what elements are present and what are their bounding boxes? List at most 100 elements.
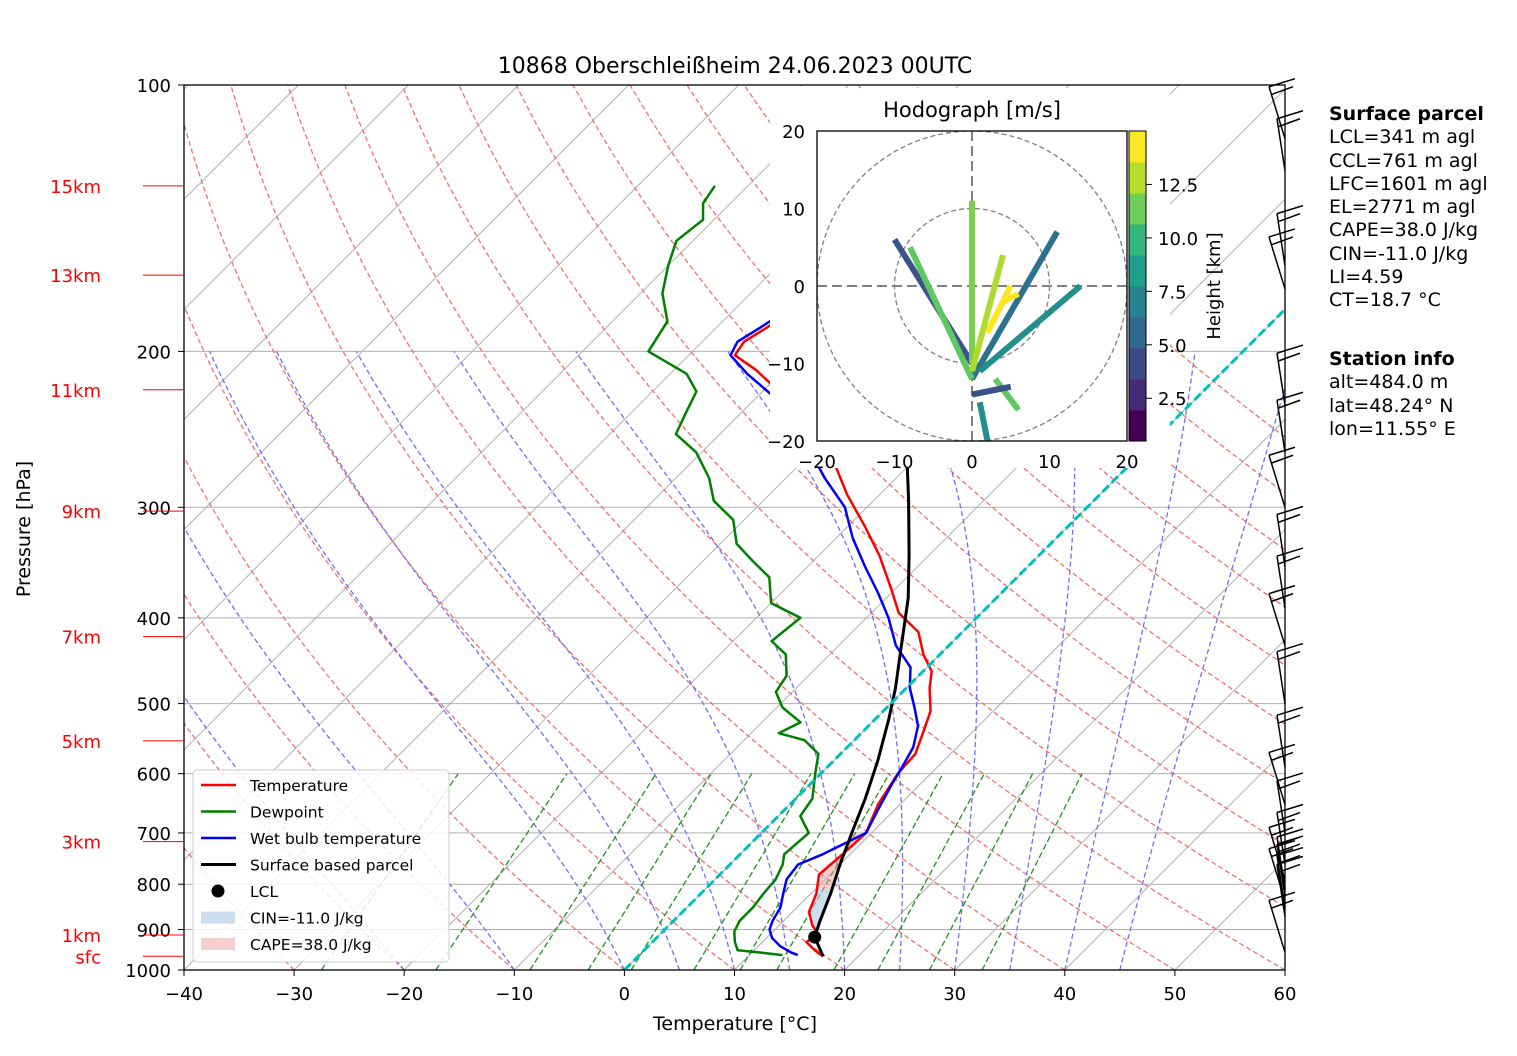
info-line: CCL=761 m agl — [1329, 149, 1478, 172]
wind-barb-flag — [1270, 86, 1294, 96]
wind-barb — [1276, 204, 1304, 266]
x-tick-label: −20 — [385, 984, 423, 1005]
y-tick-label: 400 — [137, 609, 171, 630]
wind-barb-flag — [1270, 847, 1294, 858]
isotherm-line — [184, 85, 409, 311]
mixing-ratio-line — [739, 773, 856, 970]
dry-adiabat — [287, 85, 1066, 970]
wind-barb-staff — [1268, 752, 1286, 805]
colorbar-band — [1129, 379, 1146, 411]
hodograph-y-tick: −10 — [767, 355, 805, 376]
wind-barb — [1276, 846, 1304, 908]
colorbar-tick-label: 7.5 — [1158, 282, 1187, 303]
wind-barb-staff — [1268, 236, 1286, 290]
colorbar-tick-label: 2.5 — [1158, 389, 1187, 410]
mixing-ratio-line — [693, 773, 812, 970]
dry-adiabat — [230, 85, 956, 970]
wind-barb-flag — [1277, 843, 1301, 853]
wind-barb-staff — [1268, 455, 1286, 508]
dry-adiabat — [184, 121, 845, 970]
x-tick-label: 60 — [1274, 984, 1297, 1005]
hodograph-x-tick: 10 — [1038, 452, 1061, 473]
wind-barb — [1276, 772, 1304, 834]
y-tick-label: 300 — [137, 498, 171, 519]
wind-barb — [1276, 706, 1304, 768]
isotherm-line — [1064, 749, 1285, 970]
mixing-ratio-line — [587, 773, 712, 970]
info-line: LI=4.59 — [1329, 266, 1404, 289]
wind-barb-flag — [1268, 78, 1296, 88]
hodograph-plot — [817, 131, 1127, 441]
height-label: 1km — [62, 926, 101, 947]
wind-barb-flag — [1270, 899, 1294, 910]
x-tick-label: 0 — [619, 984, 630, 1005]
dry-adiabat — [401, 85, 1285, 970]
wind-barb-flag — [1276, 846, 1304, 857]
moist-adiabat — [1064, 351, 1196, 970]
dry-adiabat — [184, 455, 625, 970]
wind-barb-flag — [1270, 826, 1294, 837]
x-tick-label: −40 — [165, 984, 203, 1005]
info-line: CT=18.7 °C — [1329, 289, 1441, 312]
colorbar-band — [1129, 193, 1146, 225]
info-line: alt=484.0 m — [1329, 371, 1449, 394]
height-label: 13km — [50, 266, 101, 287]
legend-label: CAPE=38.0 J/kg — [250, 936, 372, 954]
wind-barb-flag — [1276, 110, 1304, 120]
colorbar-band — [1129, 410, 1146, 442]
mixing-ratio-line — [630, 773, 753, 970]
legend-label: Surface based parcel — [250, 857, 413, 875]
height-label: 11km — [50, 381, 101, 402]
colorbar-band — [1129, 286, 1146, 318]
isotherm-line — [184, 85, 519, 421]
isotherm-line — [184, 85, 850, 751]
hodograph-colorbar: 2.5 5.0 7.5 10.0 12.5 Height [km] — [1128, 130, 1225, 442]
colorbar-band — [1129, 131, 1146, 163]
hodograph-y-tick: 20 — [782, 122, 805, 143]
y-axis-label: Pressure [hPa] — [13, 461, 35, 597]
legend-frame — [192, 769, 450, 963]
chart-title: 10868 Oberschleißheim 24.06.2023 00UTC — [498, 54, 973, 79]
wind-barb-flag — [1277, 513, 1301, 524]
hodograph-segment — [969, 230, 1060, 381]
height-label: sfc — [75, 947, 101, 968]
info-line: LCL=341 m agl — [1329, 126, 1476, 149]
wind-barb-flag — [1277, 555, 1301, 565]
wind-barb — [1268, 446, 1296, 508]
hodograph-x-tick: −10 — [876, 452, 914, 473]
wind-barb — [1268, 78, 1296, 139]
wind-barb-flag — [1276, 828, 1304, 838]
wind-barb-flag — [1276, 391, 1304, 401]
y-tick-label: 600 — [137, 765, 171, 786]
y-tick-label: 800 — [137, 875, 171, 896]
isotherm-line — [184, 85, 740, 641]
y-tick-label: 100 — [137, 76, 171, 97]
legend-lcl-marker — [211, 884, 225, 898]
hodograph-x-tick: −20 — [798, 452, 836, 473]
hodograph-frame — [816, 130, 1128, 442]
wind-barb-flag — [1277, 650, 1301, 661]
isotherm-line — [844, 528, 1285, 970]
hodograph-segment — [971, 383, 1012, 398]
moist-adiabat — [275, 351, 681, 970]
series-line-wet-bulb-temperature — [729, 185, 920, 957]
hodograph-x-tick: 20 — [1116, 452, 1139, 473]
colorbar-band — [1129, 224, 1146, 256]
wind-barb-flag — [1270, 454, 1294, 464]
wind-barb-flag — [1277, 811, 1301, 822]
wind-barb — [1276, 391, 1304, 453]
colorbar-band — [1129, 162, 1146, 194]
y-tick-label: 200 — [137, 342, 171, 363]
y-tick-label: 1000 — [125, 961, 171, 982]
x-tick-label: 40 — [1053, 984, 1076, 1005]
wind-barb-staff — [1268, 593, 1286, 646]
legend-cape-swatch — [201, 938, 235, 950]
dry-adiabat — [857, 85, 1285, 494]
wind-barb-flag — [1268, 818, 1296, 829]
colorbar-label: Height [km] — [1204, 232, 1225, 339]
info-line: LFC=1601 m agl — [1329, 172, 1488, 195]
freezing-isotherm — [623, 307, 1285, 970]
